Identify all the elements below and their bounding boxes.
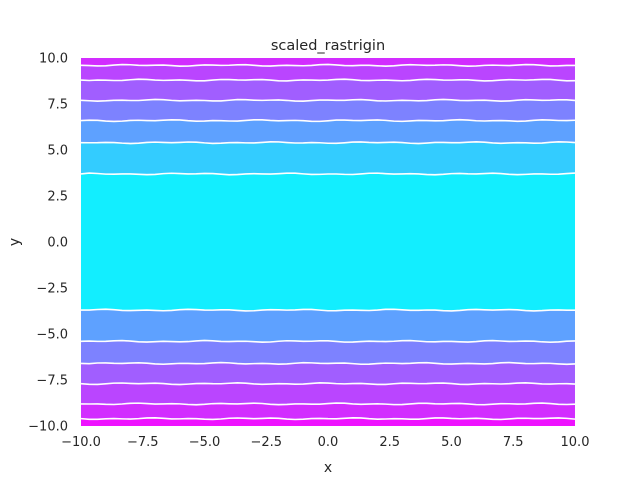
contour-line-6 xyxy=(80,172,576,176)
y-tick-label: −7.5 xyxy=(36,374,68,389)
contour-line-0 xyxy=(80,416,576,421)
y-tick-label: −5.0 xyxy=(36,328,68,343)
contour-band-3 xyxy=(81,363,575,384)
contour-line-2 xyxy=(80,381,576,386)
x-tick-label: 10.0 xyxy=(561,435,590,450)
contour-line-10 xyxy=(80,78,576,82)
contour-band-10 xyxy=(81,80,575,101)
contour-band-11 xyxy=(81,65,575,81)
contour-band-7 xyxy=(81,142,575,174)
contour-band-6 xyxy=(81,173,575,311)
contour-band-1 xyxy=(81,403,575,419)
y-tick-label: −10.0 xyxy=(28,420,68,435)
contour-band-12 xyxy=(81,58,575,66)
contour-line-1 xyxy=(80,402,576,406)
contour-line-11 xyxy=(80,63,576,68)
y-tick-label: 7.5 xyxy=(47,98,68,113)
x-axis-label: x xyxy=(324,460,332,476)
x-tick-label: 0.0 xyxy=(318,435,339,450)
x-tick-labels: −10.0 −7.5 −5.0 −2.5 0.0 2.5 5.0 7.5 10.0 xyxy=(61,435,589,450)
x-tick-label: 2.5 xyxy=(379,435,400,450)
chart-title: scaled_rastrigin xyxy=(271,38,385,54)
contour-band-0 xyxy=(81,418,575,426)
y-tick-labels: −10.0 −7.5 −5.0 −2.5 0.0 2.5 5.0 7.5 10.0 xyxy=(28,52,68,435)
x-tick-label: 7.5 xyxy=(503,435,524,450)
contour-line-group xyxy=(80,63,576,421)
contour-fill-group xyxy=(81,58,575,426)
y-tick-label: 0.0 xyxy=(47,236,68,251)
x-tick-label: 5.0 xyxy=(441,435,462,450)
x-tick-label: −2.5 xyxy=(250,435,282,450)
x-tick-label: −10.0 xyxy=(61,435,101,450)
contour-line-5 xyxy=(80,308,576,312)
contour-line-9 xyxy=(80,98,576,102)
contour-line-4 xyxy=(80,339,576,344)
contour-line-7 xyxy=(80,140,576,145)
x-tick-label: −7.5 xyxy=(127,435,159,450)
contour-line-3 xyxy=(80,361,576,366)
y-tick-label: 5.0 xyxy=(47,144,68,159)
contour-band-5 xyxy=(81,310,575,342)
contour-band-2 xyxy=(81,383,575,404)
x-tick-label: −5.0 xyxy=(189,435,221,450)
contour-band-9 xyxy=(81,100,575,121)
y-tick-label: 10.0 xyxy=(39,52,68,67)
y-tick-label: 2.5 xyxy=(47,190,68,205)
contour-band-8 xyxy=(81,120,575,143)
contour-band-4 xyxy=(81,341,575,364)
contour-line-8 xyxy=(80,118,576,123)
y-axis-label: y xyxy=(7,238,23,246)
y-tick-label: −2.5 xyxy=(36,282,68,297)
